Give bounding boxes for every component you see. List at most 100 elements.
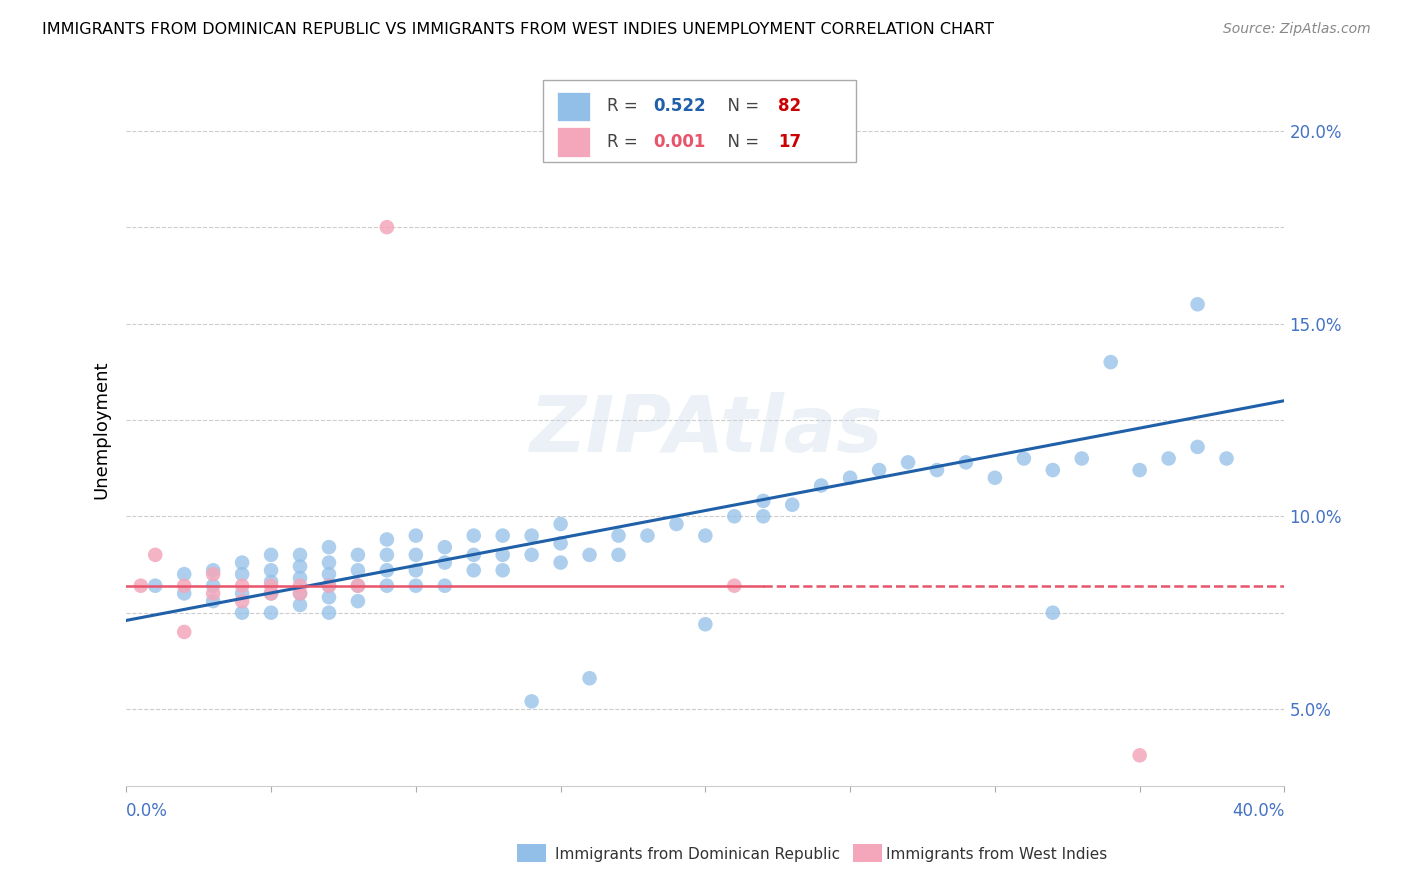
Point: [492, 548, 515, 562]
Point: [723, 509, 745, 524]
Text: R =: R =: [607, 133, 643, 151]
Point: [1042, 463, 1064, 477]
Text: 40.0%: 40.0%: [1232, 802, 1285, 820]
Point: [260, 563, 283, 577]
Point: [347, 594, 370, 608]
Point: [492, 528, 515, 542]
Point: [202, 594, 225, 608]
Point: [318, 540, 340, 554]
Point: [695, 528, 717, 542]
Point: [520, 548, 543, 562]
Point: [433, 540, 456, 554]
Point: [463, 548, 485, 562]
Point: [231, 586, 253, 600]
Text: R =: R =: [607, 97, 643, 115]
Point: [1042, 606, 1064, 620]
Point: [405, 563, 427, 577]
Point: [1099, 355, 1122, 369]
Text: Immigrants from West Indies: Immigrants from West Indies: [886, 847, 1107, 862]
Point: [143, 579, 166, 593]
Point: [347, 579, 370, 593]
Point: [955, 455, 977, 469]
Point: [925, 463, 948, 477]
Point: [520, 694, 543, 708]
Point: [1187, 440, 1209, 454]
Bar: [557, 92, 589, 121]
Point: [202, 586, 225, 600]
Point: [1129, 748, 1152, 763]
Text: Source: ZipAtlas.com: Source: ZipAtlas.com: [1223, 22, 1371, 37]
Text: N =: N =: [717, 97, 765, 115]
Point: [375, 220, 398, 235]
Point: [550, 556, 572, 570]
Point: [752, 494, 775, 508]
Point: [780, 498, 803, 512]
Point: [897, 455, 920, 469]
Point: [202, 567, 225, 582]
Point: [231, 567, 253, 582]
Point: [231, 606, 253, 620]
Point: [260, 606, 283, 620]
Text: IMMIGRANTS FROM DOMINICAN REPUBLIC VS IMMIGRANTS FROM WEST INDIES UNEMPLOYMENT C: IMMIGRANTS FROM DOMINICAN REPUBLIC VS IM…: [42, 22, 994, 37]
Point: [288, 586, 311, 600]
Point: [143, 548, 166, 562]
Point: [231, 579, 253, 593]
Point: [129, 579, 152, 593]
Point: [984, 471, 1007, 485]
Point: [463, 528, 485, 542]
Point: [463, 563, 485, 577]
Point: [260, 586, 283, 600]
Point: [1187, 297, 1209, 311]
Text: 0.0%: 0.0%: [127, 802, 169, 820]
Point: [288, 586, 311, 600]
Point: [550, 516, 572, 531]
Point: [173, 624, 195, 639]
Point: [347, 548, 370, 562]
Y-axis label: Unemployment: Unemployment: [93, 360, 110, 499]
Point: [231, 556, 253, 570]
Point: [375, 563, 398, 577]
Point: [288, 579, 311, 593]
Point: [347, 579, 370, 593]
Point: [607, 548, 630, 562]
Text: Immigrants from Dominican Republic: Immigrants from Dominican Republic: [555, 847, 841, 862]
Point: [173, 586, 195, 600]
Point: [375, 548, 398, 562]
Point: [1129, 463, 1152, 477]
Point: [695, 617, 717, 632]
Point: [260, 586, 283, 600]
Point: [318, 579, 340, 593]
Point: [810, 478, 832, 492]
Point: [1215, 451, 1237, 466]
Point: [288, 571, 311, 585]
Point: [1070, 451, 1092, 466]
Point: [723, 579, 745, 593]
Point: [752, 509, 775, 524]
Point: [318, 606, 340, 620]
Point: [405, 548, 427, 562]
Point: [260, 574, 283, 589]
Point: [202, 563, 225, 577]
Point: [433, 579, 456, 593]
Text: N =: N =: [717, 133, 765, 151]
Point: [288, 548, 311, 562]
Point: [492, 563, 515, 577]
Point: [318, 567, 340, 582]
Point: [868, 463, 890, 477]
Point: [318, 591, 340, 605]
Point: [260, 548, 283, 562]
Point: [375, 533, 398, 547]
Point: [318, 556, 340, 570]
Point: [405, 528, 427, 542]
Point: [375, 579, 398, 593]
Point: [636, 528, 658, 542]
Text: ZIPAtlas: ZIPAtlas: [529, 392, 882, 467]
Text: 0.001: 0.001: [654, 133, 706, 151]
Point: [288, 598, 311, 612]
Point: [173, 579, 195, 593]
Text: 17: 17: [779, 133, 801, 151]
Point: [520, 528, 543, 542]
FancyBboxPatch shape: [543, 80, 856, 162]
Point: [318, 579, 340, 593]
Point: [1157, 451, 1180, 466]
